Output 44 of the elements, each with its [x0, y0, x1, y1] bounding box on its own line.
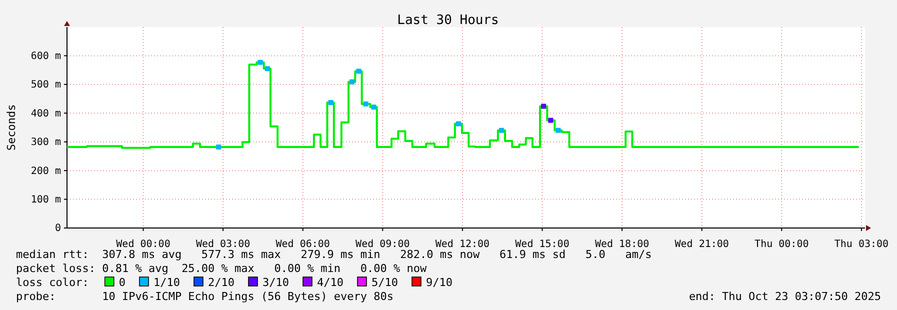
legend-label: 2/10 — [208, 276, 234, 289]
point — [356, 68, 362, 74]
legend-label: 4/10 — [316, 276, 344, 289]
point — [363, 101, 368, 106]
point — [541, 104, 546, 109]
legend-label: 3/10 — [262, 276, 289, 289]
text: packet loss: 0.81 % avg 25.00 % max 0.00 % min 0.00 % now — [16, 262, 427, 275]
point — [556, 128, 561, 133]
x-tick-label: Wed 06:00 — [276, 239, 330, 250]
legend-label: 0 — [118, 276, 126, 289]
x-tick-label: Wed 15:00 — [515, 239, 570, 250]
x-tick-label: Wed 18:00 — [594, 239, 650, 250]
x-tick-label: Wed 21:00 — [674, 239, 729, 250]
text: end: Thu Oct 23 03:07:50 2025 — [688, 290, 881, 303]
y-tick-label: 400 m — [30, 108, 61, 120]
y-axis-title: Seconds — [5, 104, 18, 151]
y-tick-label: 600 m — [30, 50, 61, 62]
text: median rtt: 307.8 ms avg 577.3 ms max 279.9 ms min 282.0 ms now 61.9 ms sd 5.0 am/s — [16, 248, 652, 261]
chart-title: Last 30 Hours — [397, 13, 499, 28]
legend-label: 1/10 — [153, 276, 180, 289]
legend-label: 9/10 — [426, 276, 452, 289]
point — [328, 100, 334, 106]
x-tick-label: Wed 09:00 — [356, 239, 410, 250]
x-tick-label: Wed 00:00 — [116, 239, 170, 250]
y-tick-label: 0 — [54, 223, 61, 234]
point — [548, 118, 554, 123]
point — [264, 66, 270, 72]
x-tick-label: Wed 03:00 — [196, 239, 250, 250]
point — [258, 60, 263, 65]
point — [371, 104, 376, 110]
point — [456, 121, 461, 126]
text: probe: 10 IPv6-ICMP Echo Pings (56 Bytes) every 80s — [16, 290, 394, 303]
x-tick-label: Thu 00:00 — [754, 239, 809, 250]
point — [498, 128, 504, 133]
point — [350, 79, 355, 84]
y-tick-label: 300 m — [30, 137, 61, 148]
x-tick-label: Thu 03:00 — [834, 239, 889, 250]
y-tick-label: 200 m — [30, 166, 61, 177]
y-tick-label: 100 m — [30, 194, 61, 206]
y-tick-label: 500 m — [30, 80, 61, 91]
point — [216, 144, 222, 150]
x-tick-label: Wed 12:00 — [435, 239, 490, 250]
legend-label: 5/10 — [371, 276, 398, 289]
legend-title: loss color: — [16, 276, 89, 289]
